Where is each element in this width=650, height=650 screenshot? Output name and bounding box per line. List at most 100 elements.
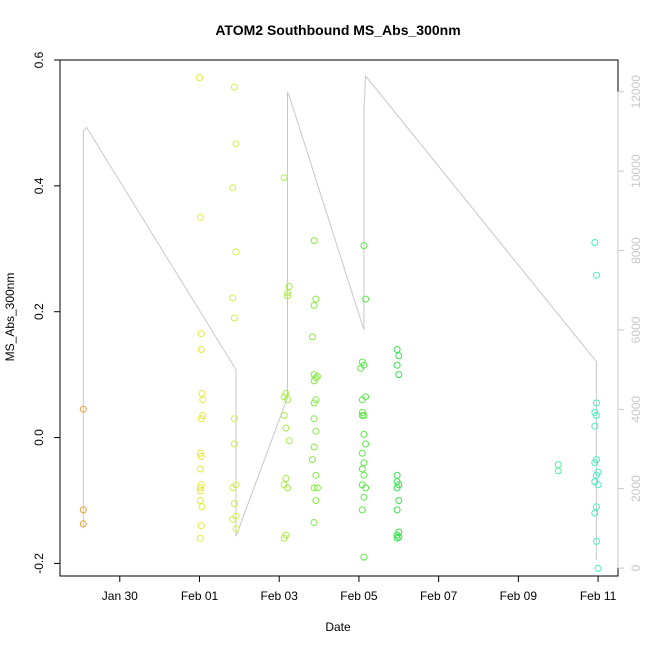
data-point (196, 74, 203, 82)
x-tick-label: Feb 01 (181, 589, 219, 603)
data-point (232, 525, 240, 533)
plot-frame (59, 59, 619, 577)
chart-title: ATOM2 Southbound MS_Abs_300nm (215, 22, 460, 38)
data-point (198, 390, 206, 397)
series-line (82, 74, 597, 561)
data-point (197, 415, 205, 423)
y2-tick-label: 12000 (629, 75, 643, 109)
data-point (199, 396, 207, 404)
x-tick-label: Feb 05 (340, 589, 378, 603)
data-point (312, 497, 320, 504)
data-point (554, 467, 562, 475)
points-layer (79, 74, 602, 572)
data-point (554, 461, 562, 469)
data-point (360, 553, 368, 561)
data-point (360, 242, 368, 250)
data-point (197, 522, 205, 530)
y-tick-label: 0.2 (32, 303, 46, 320)
data-point (285, 283, 293, 290)
x-tick-label: Jan 30 (102, 589, 138, 603)
data-point (393, 471, 401, 479)
data-point (592, 503, 600, 511)
data-point (230, 440, 238, 448)
data-point (360, 459, 368, 467)
y2-tick-label: 4000 (629, 396, 643, 423)
data-point (197, 452, 205, 460)
data-point (79, 405, 87, 413)
data-point (591, 459, 599, 467)
data-point (232, 140, 240, 148)
data-point (313, 484, 321, 492)
data-point (393, 506, 401, 514)
data-point (196, 534, 204, 542)
data-point (362, 393, 370, 401)
data-point (358, 449, 366, 457)
data-point (310, 377, 318, 385)
data-point (282, 531, 290, 539)
data-point (592, 399, 600, 407)
data-point (196, 465, 204, 473)
data-point (358, 408, 366, 416)
data-point (312, 427, 320, 435)
data-point (196, 213, 204, 221)
data-point (284, 289, 291, 297)
data-point (310, 237, 318, 245)
data-point (393, 534, 401, 542)
data-point (230, 314, 238, 322)
data-point (313, 373, 321, 380)
data-point (312, 471, 320, 479)
data-point (358, 506, 366, 514)
data-point (197, 346, 205, 353)
data-point (395, 371, 403, 379)
data-point (594, 481, 602, 489)
data-point (79, 520, 87, 528)
data-point (362, 484, 370, 492)
data-point (393, 361, 401, 369)
data-point (358, 465, 366, 473)
y2-tick-label: 8000 (629, 237, 643, 264)
y2-tick-label: 0 (629, 564, 643, 571)
data-point (362, 440, 370, 448)
data-point (310, 519, 318, 526)
data-point (395, 352, 403, 360)
data-point (362, 295, 370, 303)
data-point (393, 346, 401, 353)
data-point (230, 83, 238, 91)
data-point (591, 239, 599, 246)
data-point (280, 174, 288, 182)
data-point (230, 415, 238, 423)
data-point (360, 471, 368, 479)
data-point (232, 248, 240, 256)
data-point (280, 412, 288, 419)
y-tick-label: 0.4 (32, 177, 46, 194)
data-point (310, 301, 318, 309)
x-tick-label: Feb 09 (500, 589, 538, 603)
data-point (395, 497, 403, 504)
data-point (197, 330, 205, 338)
data-point (282, 424, 290, 432)
data-point (592, 471, 600, 479)
data-point (591, 422, 599, 430)
data-point (282, 475, 290, 482)
data-point (592, 412, 600, 419)
data-point (284, 484, 291, 492)
data-point (592, 537, 600, 545)
data-point (284, 292, 291, 300)
data-point (229, 184, 237, 192)
data-point (310, 415, 318, 423)
data-point (198, 503, 206, 511)
data-point (591, 509, 599, 517)
data-point (310, 399, 318, 407)
data-point (393, 531, 401, 539)
x-axis-label: Date (325, 620, 351, 634)
y2-tick-label: 10000 (629, 154, 643, 188)
data-point (196, 449, 204, 457)
data-point (229, 515, 237, 523)
y-axis-label: MS_Abs_300nm (3, 273, 17, 362)
data-point (360, 493, 368, 501)
data-point (310, 484, 318, 492)
line-series-layer (82, 74, 597, 561)
data-point (196, 487, 204, 495)
y2-tick-label: 2000 (629, 475, 643, 502)
